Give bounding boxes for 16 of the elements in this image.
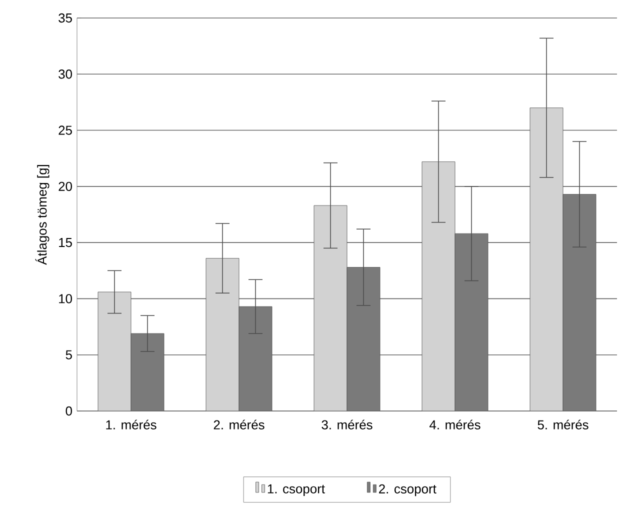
x-tick-label: 2. mérés [214,420,264,430]
y-tick-label: 10 [59,294,72,304]
x-tick-label: 5. mérés [538,420,588,430]
y-tick-label: 30 [58,70,72,79]
x-tick-label: 4. mérés [430,420,480,430]
y-tick-label: 5 [66,350,72,360]
x-tick-label: 3. mérés [322,420,372,430]
y-tick-label: 20 [58,182,72,191]
y-tick-label: 15 [59,238,72,248]
legend-label: 1. csoport [268,484,325,496]
y-tick-label: 35 [58,13,72,23]
y-axis-title: Átlagos tömeg [g] [35,165,50,265]
y-tick-label: 25 [58,126,72,135]
legend-label: 2. csoport [379,484,436,496]
y-tick-label: 0 [66,406,72,416]
x-tick-label: 1. mérés [106,420,156,430]
